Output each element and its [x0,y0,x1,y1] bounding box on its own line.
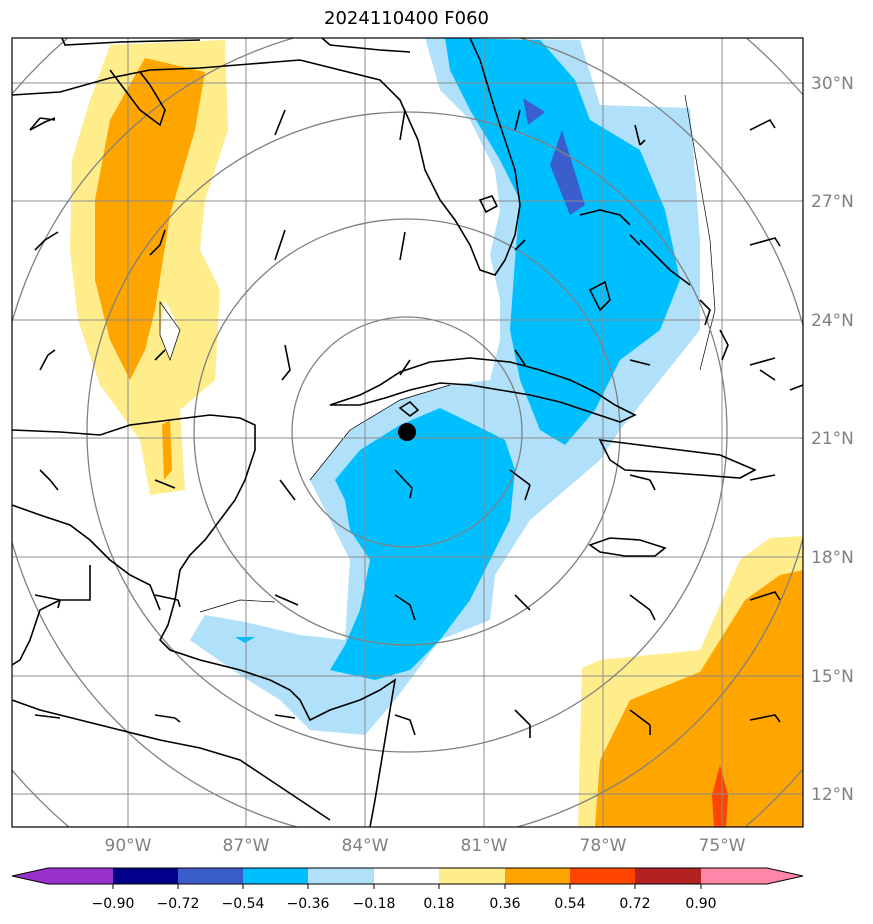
colorbar: −0.90 −0.72 −0.54 −0.36 −0.18 0.18 0.36 … [11,867,804,912]
colorbar-bin-5 [308,868,374,884]
lon-label-81: 81°W [461,836,508,856]
lon-label-87: 87°W [223,836,270,856]
anomaly-orange-west [95,58,205,380]
lat-label-24: 24°N [811,311,854,331]
colorbar-tick-labels: −0.90 −0.72 −0.54 −0.36 −0.18 0.18 0.36 … [92,896,717,912]
colorbar-low-extend [12,868,48,884]
lat-label-12: 12°N [811,785,854,805]
anomaly-royalblue-2 [550,130,585,215]
colorbar-bin-7 [439,868,505,884]
lon-labels: 90°W 87°W 84°W 81°W 78°W 75°W [105,836,746,856]
lat-label-27: 27°N [811,192,854,212]
colorbar-outline [11,867,804,885]
colorbar-bin-10 [635,868,701,884]
colorbar-ticks [112,884,702,889]
colorbar-bin-3 [178,868,243,884]
colorbar-tick-label: −0.54 [222,896,265,912]
contour-outline-4 [199,599,276,613]
contour-outline [159,300,181,362]
map-frame [11,37,804,828]
contour-outline-3 [684,94,716,371]
colorbar-tick-label: 0.90 [685,896,716,912]
colorbar-tick-label: −0.90 [92,896,135,912]
colorbar-tick-label: 0.54 [554,896,585,912]
lat-label-30: 30°N [811,74,854,94]
colorbar-bin-11 [701,868,767,884]
lon-label-90: 90°W [105,836,152,856]
colorbar-bin-9 [570,868,635,884]
colorbar-high-extend [767,868,803,884]
storm-center-marker [398,423,416,441]
colorbar-tick-label: 0.72 [619,896,650,912]
map-title: 2024110400 F060 [324,8,489,29]
colorbar-tick-label: 0.18 [423,896,454,912]
anomaly-skyblue-south [330,408,515,680]
anomaly-royalblue-1 [523,98,545,125]
lon-label-75: 75°W [699,836,746,856]
colorbar-bin-8 [505,868,570,884]
coastlines [12,38,803,827]
colorbar-bin-4 [243,868,308,884]
anomaly-orange-east [595,570,803,827]
lon-label-78: 78°W [580,836,627,856]
colorbar-tick-label: 0.36 [489,896,520,912]
colorbar-tick-label: −0.36 [287,896,330,912]
lat-label-18: 18°N [811,548,854,568]
anomaly-orange-small [162,420,172,480]
contour-outline-2 [309,384,451,481]
colorbar-bin-2 [113,868,178,884]
lat-labels: 30°N 27°N 24°N 21°N 18°N 15°N 12°N [811,74,854,805]
colorbar-tick-label: −0.72 [157,896,200,912]
colorbar-tick-label: −0.18 [353,896,396,912]
anomaly-skyblue-small [235,637,255,643]
gridlines [12,38,803,827]
lat-label-21: 21°N [811,429,854,449]
anomaly-red-east [712,765,728,827]
lat-label-15: 15°N [811,667,854,687]
lon-label-84: 84°W [342,836,389,856]
anomaly-skyblue-north [445,38,680,445]
colorbar-bin-6 [374,868,439,884]
colorbar-bin-1 [48,868,113,884]
wind-barbs [29,109,781,738]
